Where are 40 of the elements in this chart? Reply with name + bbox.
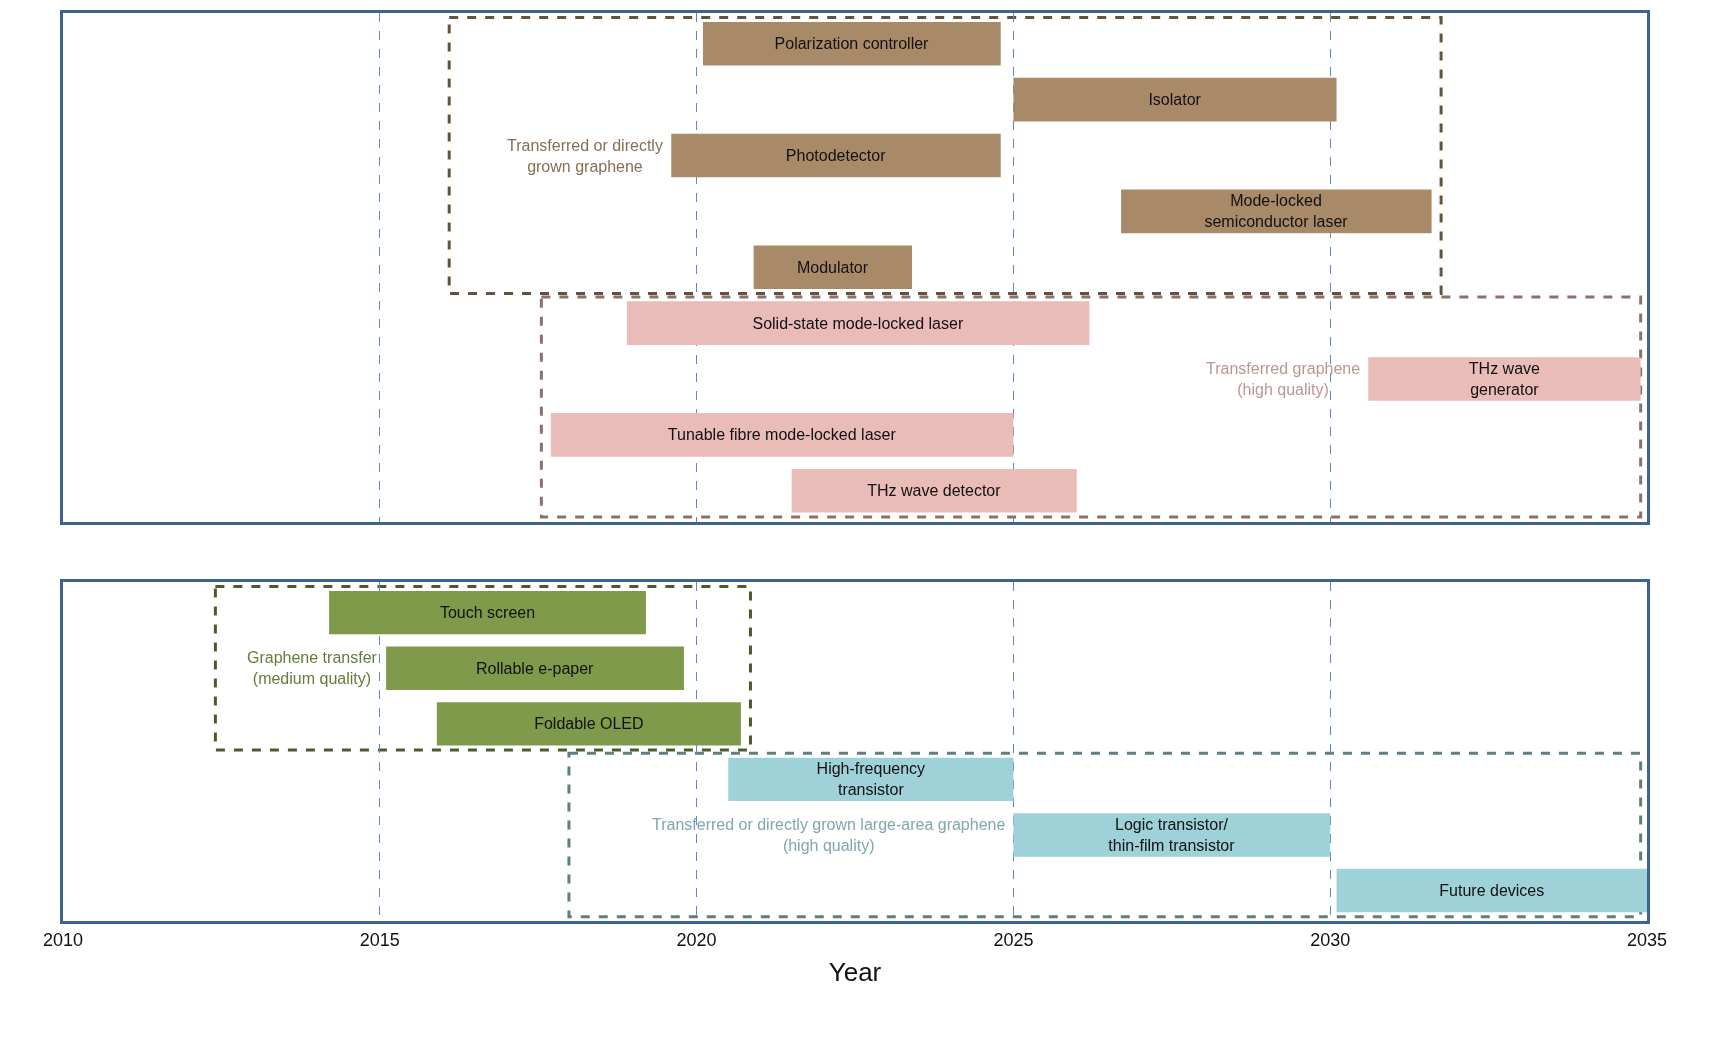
category-label: THz wave generator xyxy=(1468,360,1540,398)
series-label: Transferred or directly grown large-area graphene (high quality) xyxy=(652,816,1006,854)
y-tick-label: Rollable e-paper xyxy=(476,659,595,677)
bar xyxy=(329,590,646,635)
bar xyxy=(728,757,1014,802)
x-tick-label: 2020 xyxy=(676,929,717,950)
bar xyxy=(671,133,1001,178)
bar xyxy=(753,245,913,290)
bar xyxy=(1013,77,1337,122)
bar xyxy=(550,413,1014,457)
series-label: Transferred graphene (high quality) xyxy=(1206,360,1361,398)
category-label: Polarization controller xyxy=(774,35,929,53)
x-tick-label: 2035 xyxy=(1626,929,1668,950)
y-tick-label: Foldable OLED xyxy=(534,715,644,733)
x-tick-label: 2010 xyxy=(42,929,84,950)
bar xyxy=(626,301,1090,345)
bar xyxy=(1336,868,1647,913)
bar xyxy=(1368,357,1641,401)
x-tick-label: 2030 xyxy=(1310,929,1351,950)
series-label: Graphene transfer (medium quality) xyxy=(247,649,378,687)
x-axis-title: Year xyxy=(828,957,882,988)
category-label: THz wave detector xyxy=(867,482,1001,500)
category-label: Tunable fibre mode-locked laser xyxy=(667,426,896,444)
y-tick-label: High-frequency transistor xyxy=(816,760,926,799)
category-label: Mode-locked semiconductor laser xyxy=(1204,192,1348,231)
category-label: Photodetector xyxy=(785,147,886,165)
category-label: Isolator xyxy=(1148,91,1201,109)
y-tick-label: Future devices xyxy=(1439,882,1545,900)
bar xyxy=(702,21,1001,66)
y-tick-label: Touch screen xyxy=(439,604,536,622)
category-label: Modulator xyxy=(796,258,869,276)
x-tick-label: 2025 xyxy=(993,929,1034,950)
bar xyxy=(1013,813,1331,857)
x-tick-label: 2015 xyxy=(359,929,400,950)
series-label: Transferred or directly grown graphene xyxy=(507,137,663,175)
bar xyxy=(791,469,1077,513)
category-label: Solid-state mode-locked laser xyxy=(752,314,964,332)
y-tick-label: Logic transistor/ thin-film transistor xyxy=(1108,816,1236,854)
bar xyxy=(436,702,741,746)
bar xyxy=(386,646,684,690)
